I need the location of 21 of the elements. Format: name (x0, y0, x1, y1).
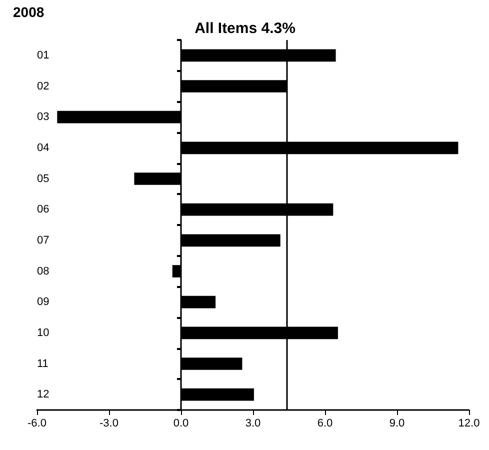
y-tick-label: 04 (37, 142, 50, 154)
y-tick-label: 09 (37, 296, 50, 308)
x-tick-label: 0.0 (173, 418, 189, 430)
x-tick-label: -6.0 (28, 418, 46, 430)
x-tick-label: 3.0 (245, 418, 261, 430)
y-tick-label: 05 (37, 172, 50, 185)
y-tick-label: 07 (37, 234, 50, 246)
y-tick-label: 12 (37, 388, 50, 401)
y-tick-label: 10 (37, 326, 50, 339)
chart-title: 2008 (13, 4, 44, 20)
x-tick-label: 6.0 (317, 418, 333, 430)
chart-subtitle: All Items 4.3% (194, 20, 296, 37)
y-tick-label: 03 (37, 111, 50, 124)
x-tick-label: -3.0 (100, 418, 118, 430)
y-tick-label: 08 (37, 265, 50, 278)
x-tick-label: 12.0 (458, 418, 480, 430)
y-tick-label: 11 (37, 358, 48, 370)
y-tick-label: 01 (37, 49, 50, 62)
x-tick-label: 9.0 (389, 418, 405, 430)
y-tick-label: 02 (37, 80, 50, 92)
y-tick-label: 06 (37, 204, 50, 216)
